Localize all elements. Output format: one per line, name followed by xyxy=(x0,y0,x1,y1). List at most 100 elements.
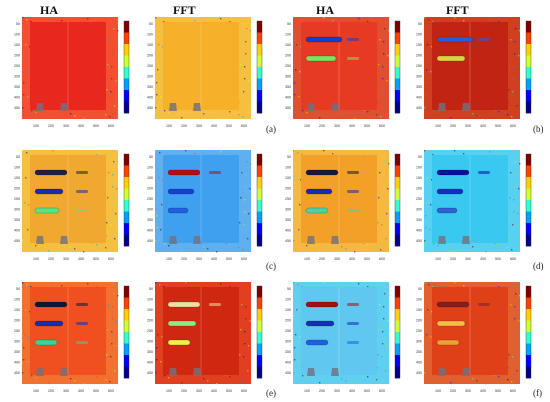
noise-speck xyxy=(83,118,85,120)
noise-speck xyxy=(117,295,119,297)
noise-speck xyxy=(293,150,295,152)
colorbar-segment xyxy=(257,223,262,235)
y-tick-label: 150 xyxy=(285,176,291,180)
noise-speck xyxy=(112,318,114,320)
x-tick-label: 100 xyxy=(435,257,441,261)
x-tick-label: 100 xyxy=(304,124,310,128)
noise-speck xyxy=(519,163,521,165)
x-tick-label: 400 xyxy=(349,124,355,128)
noise-speck xyxy=(294,94,296,96)
noise-speck xyxy=(425,359,427,361)
specimen-plate xyxy=(432,22,508,110)
colorbar-segment xyxy=(395,21,400,33)
colorbar-segment xyxy=(124,90,129,102)
colorbar-segment xyxy=(526,286,531,298)
x-tick-label: 200 xyxy=(319,257,325,261)
y-tick-label: 350 xyxy=(14,350,20,354)
noise-speck xyxy=(30,154,32,156)
x-tick-label: 100 xyxy=(435,389,441,393)
noise-speck xyxy=(319,382,321,384)
y-tick-label: 450 xyxy=(285,371,291,375)
noise-speck xyxy=(427,44,429,46)
noise-speck xyxy=(378,64,380,66)
heatmap-image: 100 200 300 400 500 600 50 100 150 200 250 300 350 40… xyxy=(147,150,263,261)
colorbar-segment xyxy=(526,165,531,178)
noise-speck xyxy=(96,21,98,23)
noise-speck xyxy=(514,174,516,176)
noise-speck xyxy=(70,246,72,248)
y-tick-label: 300 xyxy=(285,208,291,212)
heatmap-image: 100 200 300 400 500 600 50 100 150 200 250 300 350 40… xyxy=(14,282,130,393)
y-tick-label: 100 xyxy=(285,33,291,37)
noise-speck xyxy=(109,249,111,251)
y-tick-label: 100 xyxy=(416,298,422,302)
noise-speck xyxy=(105,114,107,116)
noise-speck xyxy=(425,82,427,84)
noise-speck xyxy=(243,356,245,358)
noise-speck xyxy=(26,284,28,286)
y-tick-label: 400 xyxy=(416,361,422,365)
noise-speck xyxy=(512,224,514,226)
noise-speck xyxy=(296,177,298,179)
noise-speck xyxy=(425,227,427,229)
colorbar-segment xyxy=(526,211,531,224)
noise-speck xyxy=(383,186,385,188)
noise-speck xyxy=(358,283,360,285)
y-tick-label: 150 xyxy=(285,43,291,47)
colorbar-segment xyxy=(395,32,400,45)
noise-speck xyxy=(425,94,427,96)
noise-speck xyxy=(378,197,380,199)
clamp-shape xyxy=(169,103,177,111)
noise-speck xyxy=(431,179,433,181)
noise-speck xyxy=(244,199,246,201)
noise-speck xyxy=(302,110,304,112)
colorbar-segment xyxy=(526,355,531,367)
y-tick-label: 250 xyxy=(14,197,20,201)
x-tick-label: 400 xyxy=(480,124,486,128)
noise-speck xyxy=(306,245,308,247)
colorbar-segment xyxy=(124,55,129,68)
noise-speck xyxy=(476,115,478,117)
noise-speck xyxy=(83,251,85,253)
colorbar-frame xyxy=(123,153,130,247)
colorbar-segment xyxy=(526,78,531,91)
defect-mark xyxy=(34,320,64,327)
noise-speck xyxy=(96,111,98,113)
noise-speck xyxy=(301,154,303,156)
noise-speck xyxy=(514,53,516,55)
colorbar-frame xyxy=(123,285,130,379)
y-tick-label: 400 xyxy=(147,229,153,233)
y-tick-label: 200 xyxy=(416,187,422,191)
noise-speck xyxy=(386,345,388,347)
defect-mark-faint xyxy=(347,171,359,174)
defect-mark xyxy=(436,169,470,176)
noise-speck xyxy=(155,240,157,242)
colorbar-segment xyxy=(257,234,262,247)
column-header-fft-1: FFT xyxy=(173,3,196,17)
heatmap-panel-f-ha: 100 200 300 400 500 600 50 100 150 200 250 300 350 40… xyxy=(283,280,401,398)
noise-speck xyxy=(386,80,388,82)
defect-mark-faint xyxy=(347,209,359,212)
defect-mark-faint xyxy=(76,171,88,174)
noise-speck xyxy=(70,113,72,115)
noise-speck xyxy=(22,107,24,109)
defect-mark xyxy=(34,301,68,308)
noise-speck xyxy=(249,188,251,190)
noise-speck xyxy=(386,213,388,215)
y-tick-label: 400 xyxy=(14,229,20,233)
y-tick-label: 50 xyxy=(418,287,422,291)
clamp-shape xyxy=(307,236,315,244)
noise-speck xyxy=(424,150,426,152)
y-tick-label: 50 xyxy=(149,287,153,291)
noise-speck xyxy=(245,53,247,55)
colorbar-segment xyxy=(257,297,262,310)
noise-speck xyxy=(377,222,379,224)
noise-speck xyxy=(345,380,347,382)
noise-speck xyxy=(238,247,240,249)
y-tick-label: 450 xyxy=(147,239,153,243)
y-tick-label: 50 xyxy=(418,22,422,26)
clamp-shape xyxy=(36,103,44,111)
noise-speck xyxy=(229,111,231,113)
noise-speck xyxy=(240,197,242,199)
x-tick-label: 300 xyxy=(465,124,471,128)
